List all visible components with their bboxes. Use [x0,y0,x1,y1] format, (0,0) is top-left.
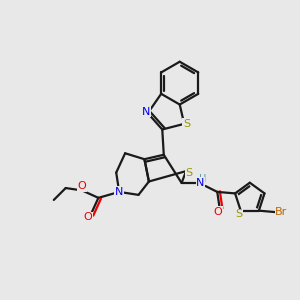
Text: H: H [199,174,207,184]
Text: S: S [185,169,193,178]
Text: O: O [84,212,92,222]
Text: O: O [214,207,223,217]
Text: O: O [78,181,86,191]
Text: Br: Br [275,207,288,217]
Text: S: S [183,119,190,129]
Text: S: S [236,209,243,219]
Text: N: N [196,178,205,188]
Text: N: N [115,187,123,197]
Text: N: N [142,107,151,117]
